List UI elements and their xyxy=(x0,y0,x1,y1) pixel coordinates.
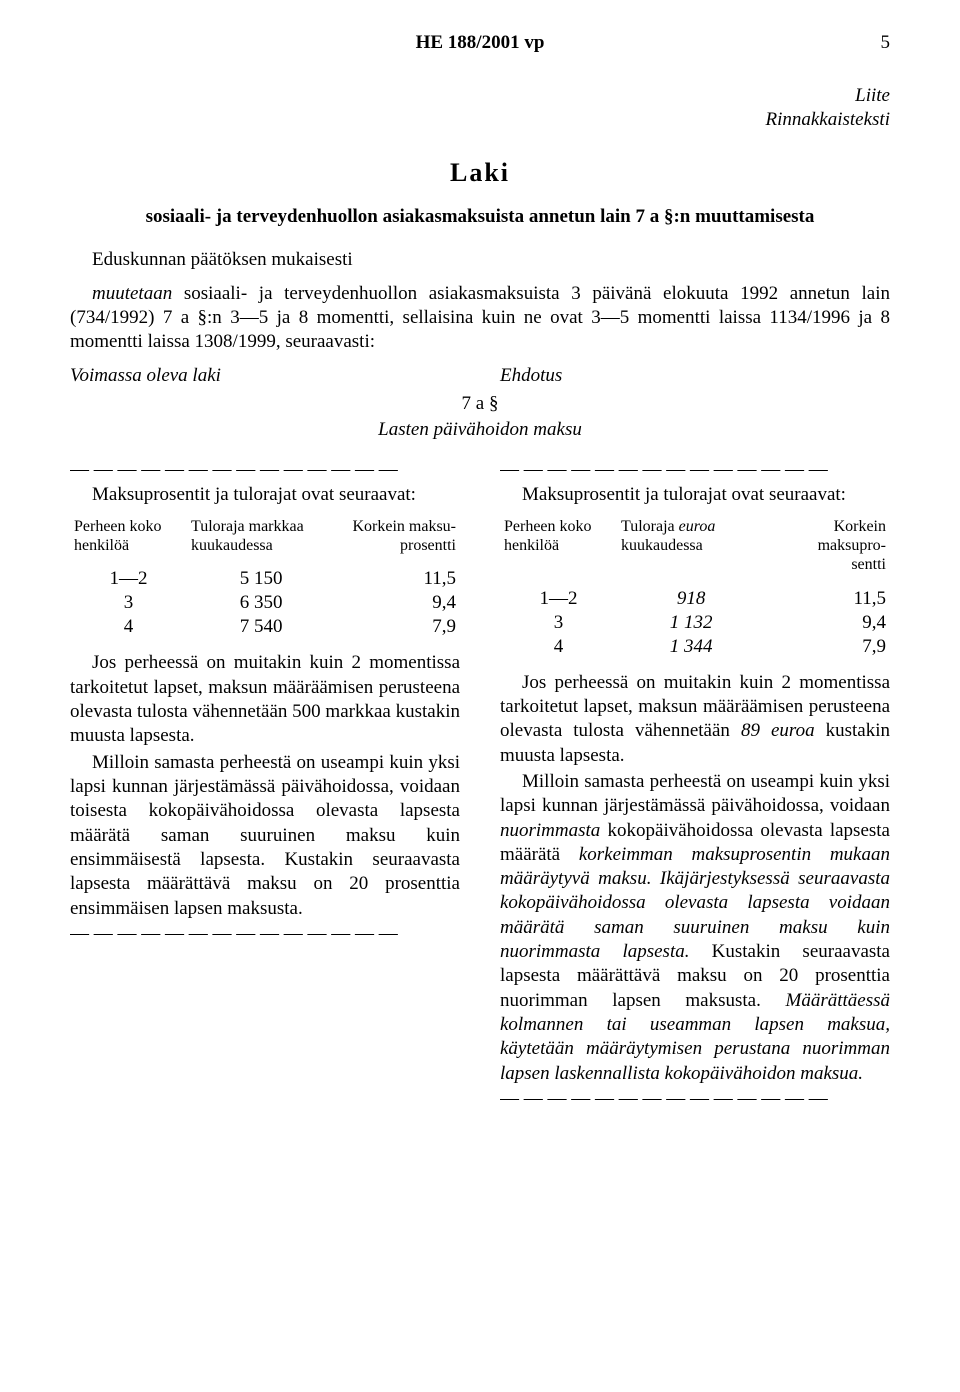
th-perheen-koko: Perheen koko henkilöä xyxy=(500,517,617,587)
cell: 7,9 xyxy=(765,635,890,659)
appendix-line1: Liite xyxy=(70,84,890,108)
doc-id: HE 188/2001 vp xyxy=(416,32,545,54)
left-para-2: Milloin samasta perheestä on useampi kui… xyxy=(70,751,460,921)
intro-rest: sosiaali- ja terveydenhuollon asiakasmak… xyxy=(70,283,890,353)
law-heading: Laki xyxy=(70,158,890,188)
cell: 5 150 xyxy=(187,567,335,591)
intro-para-1: Eduskunnan päätöksen mukaisesti xyxy=(70,248,890,272)
th-text: kuukaudessa xyxy=(621,537,703,554)
dash-line: — — — — — — — — — — — — — — xyxy=(70,923,460,945)
th-text: sentti xyxy=(851,556,886,573)
section-name: Lasten päivähoidon maksu xyxy=(70,419,890,441)
left-table: Perheen koko henkilöä Tuloraja markkaa k… xyxy=(70,517,460,639)
cell: 4 xyxy=(500,635,617,659)
law-title: sosiaali- ja terveydenhuollon asiakasmak… xyxy=(70,206,890,228)
cell: 11,5 xyxy=(335,567,460,591)
th-text: Tuloraja xyxy=(621,518,679,535)
dash-line: — — — — — — — — — — — — — — xyxy=(70,459,460,481)
th-korkein: Korkein maksupro- sentti xyxy=(765,517,890,587)
cell: 3 xyxy=(500,611,617,635)
th-text: Korkein maksupro- xyxy=(818,518,886,554)
th-text-italic: euroa xyxy=(679,518,716,535)
right-para-1: Jos perheessä on muitakin kuin 2 momenti… xyxy=(500,671,890,768)
intro-para-2: muutetaan sosiaali- ja terveydenhuollon … xyxy=(70,282,890,355)
cell: 1—2 xyxy=(70,567,187,591)
dash-line: — — — — — — — — — — — — — — xyxy=(500,1088,890,1110)
cell: 1 132 xyxy=(617,611,765,635)
cell: 11,5 xyxy=(765,587,890,611)
right-lead: Maksuprosentit ja tulorajat ovat seuraav… xyxy=(500,483,890,507)
appendix-line2: Rinnakkaisteksti xyxy=(70,108,890,132)
th-text: Tuloraja markkaa xyxy=(191,518,304,535)
th-text: henkilöä xyxy=(74,537,129,554)
table-header-row: Perheen koko henkilöä Tuloraja markkaa k… xyxy=(70,517,460,567)
header-row: HE 188/2001 vp 5 xyxy=(70,32,890,54)
th-korkein: Korkein maksu- prosentti xyxy=(335,517,460,567)
th-perheen-koko: Perheen koko henkilöä xyxy=(70,517,187,567)
cell: 6 350 xyxy=(187,591,335,615)
cell: 918 xyxy=(617,587,765,611)
cell: 7,9 xyxy=(335,615,460,639)
th-text: prosentti xyxy=(400,537,456,554)
cell: 1—2 xyxy=(500,587,617,611)
th-text: kuukaudessa xyxy=(191,537,273,554)
text-italic: nuorimmasta xyxy=(500,820,600,841)
left-para-1: Jos perheessä on muitakin kuin 2 momenti… xyxy=(70,651,460,748)
page-number: 5 xyxy=(881,32,891,54)
table-row: 1—2 5 150 11,5 xyxy=(70,567,460,591)
intro-muutetaan: muutetaan xyxy=(92,283,184,304)
th-tuloraja: Tuloraja markkaa kuukaudessa xyxy=(187,517,335,567)
table-row: 4 7 540 7,9 xyxy=(70,615,460,639)
right-table: Perheen koko henkilöä Tuloraja euroa kuu… xyxy=(500,517,890,659)
columns: — — — — — — — — — — — — — — Maksuprosent… xyxy=(70,457,890,1112)
text: Milloin samasta perheestä on useampi kui… xyxy=(500,771,890,816)
th-text: Perheen koko xyxy=(504,518,592,535)
table-row: 3 1 132 9,4 xyxy=(500,611,890,635)
cell: 9,4 xyxy=(765,611,890,635)
th-text: Korkein maksu- xyxy=(352,518,456,535)
cell: 7 540 xyxy=(187,615,335,639)
column-headings: Voimassa oleva laki Ehdotus xyxy=(70,365,890,387)
col-left: — — — — — — — — — — — — — — Maksuprosent… xyxy=(70,457,460,1112)
th-text: henkilöä xyxy=(504,537,559,554)
cell: 4 xyxy=(70,615,187,639)
cell: 9,4 xyxy=(335,591,460,615)
cell: 1 344 xyxy=(617,635,765,659)
table-header-row: Perheen koko henkilöä Tuloraja euroa kuu… xyxy=(500,517,890,587)
table-row: 4 1 344 7,9 xyxy=(500,635,890,659)
right-para-2: Milloin samasta perheestä on useampi kui… xyxy=(500,770,890,1086)
left-lead: Maksuprosentit ja tulorajat ovat seuraav… xyxy=(70,483,460,507)
page: HE 188/2001 vp 5 Liite Rinnakkaisteksti … xyxy=(0,0,960,1392)
col-heading-left: Voimassa oleva laki xyxy=(70,365,460,387)
th-text: Perheen koko xyxy=(74,518,162,535)
col-heading-right: Ehdotus xyxy=(500,365,890,387)
section-number: 7 a § xyxy=(70,393,890,415)
appendix-label: Liite Rinnakkaisteksti xyxy=(70,84,890,132)
table-row: 1—2 918 11,5 xyxy=(500,587,890,611)
text-italic: 89 euroa xyxy=(741,720,815,741)
dash-line: — — — — — — — — — — — — — — xyxy=(500,459,890,481)
table-row: 3 6 350 9,4 xyxy=(70,591,460,615)
col-right: — — — — — — — — — — — — — — Maksuprosent… xyxy=(500,457,890,1112)
cell: 3 xyxy=(70,591,187,615)
th-tuloraja: Tuloraja euroa kuukaudessa xyxy=(617,517,765,587)
